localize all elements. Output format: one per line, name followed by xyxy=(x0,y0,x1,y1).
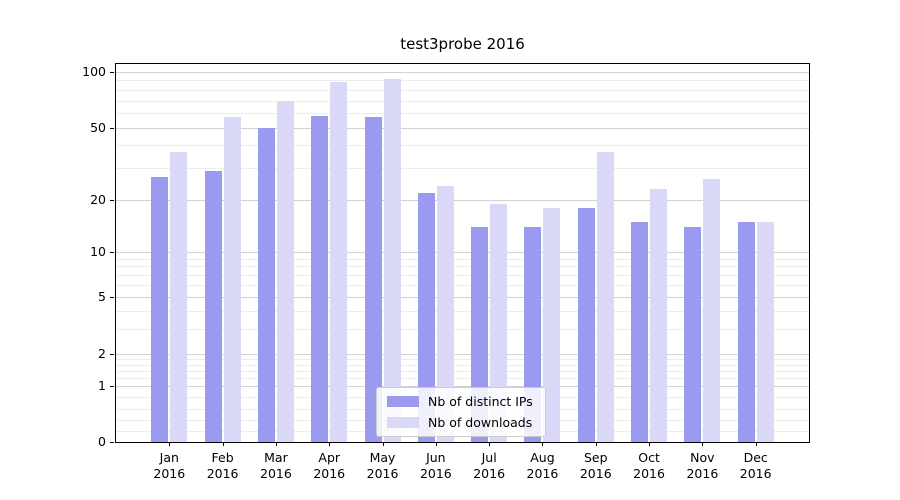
bar xyxy=(276,100,294,442)
y-tick-mark xyxy=(110,71,114,73)
y-tick-mark xyxy=(110,127,114,129)
major-gridline xyxy=(116,386,809,388)
x-tick-mark xyxy=(222,442,224,446)
y-tick-mark xyxy=(110,354,114,356)
x-tick-mark xyxy=(595,442,597,446)
minor-gridline xyxy=(116,89,809,91)
bar xyxy=(364,117,382,442)
bar xyxy=(703,179,721,442)
minor-gridline xyxy=(116,364,809,366)
minor-gridline xyxy=(116,310,809,312)
legend-swatch-distinct-ips xyxy=(387,396,419,407)
minor-gridline xyxy=(116,100,809,102)
major-gridline xyxy=(116,71,809,73)
y-tick-label: 0 xyxy=(98,434,106,449)
x-tick-mark xyxy=(542,442,544,446)
bar xyxy=(577,208,595,442)
major-gridline xyxy=(116,252,809,254)
legend: Nb of distinct IPs Nb of downloads xyxy=(376,387,546,437)
chart-title: test3probe 2016 xyxy=(400,35,525,53)
x-tick-label: Jun 2016 xyxy=(419,450,452,481)
x-tick-label: Jan 2016 xyxy=(153,450,186,481)
bar xyxy=(543,208,561,442)
y-tick-label: 50 xyxy=(90,119,106,135)
legend-label-downloads: Nb of downloads xyxy=(428,415,533,430)
bar xyxy=(436,185,454,442)
minor-gridline xyxy=(116,328,809,330)
minor-gridline xyxy=(116,266,809,268)
bar xyxy=(204,170,222,442)
bar xyxy=(684,226,702,442)
bar xyxy=(490,204,508,442)
x-tick-label: May 2016 xyxy=(366,450,399,481)
bar xyxy=(417,192,435,442)
major-gridline xyxy=(116,296,809,298)
x-tick-mark xyxy=(489,442,491,446)
legend-item-distinct-ips: Nb of distinct IPs xyxy=(387,394,535,409)
legend-item-downloads: Nb of downloads xyxy=(387,415,535,430)
bar xyxy=(223,117,241,442)
x-tick-mark xyxy=(649,442,651,446)
x-tick-mark xyxy=(435,442,437,446)
x-tick-mark xyxy=(382,442,384,446)
minor-gridline xyxy=(116,285,809,286)
legend-label-distinct-ips: Nb of distinct IPs xyxy=(428,394,533,409)
bar xyxy=(257,127,275,442)
major-gridline xyxy=(116,127,809,129)
x-tick-label: Feb 2016 xyxy=(206,450,239,481)
bar xyxy=(311,115,329,442)
x-tick-label: Apr 2016 xyxy=(313,450,346,481)
bar xyxy=(631,221,649,442)
bar xyxy=(650,189,668,442)
bar xyxy=(170,151,188,442)
x-tick-mark xyxy=(275,442,277,446)
y-tick-label: 2 xyxy=(98,346,106,362)
y-tick-mark xyxy=(110,200,114,202)
y-tick-label: 5 xyxy=(98,288,106,304)
bar xyxy=(383,78,401,442)
x-tick-label: Nov 2016 xyxy=(686,450,719,481)
x-tick-label: Jul 2016 xyxy=(473,450,506,481)
y-tick-mark xyxy=(110,296,114,298)
plot-area: Nb of distinct IPs Nb of downloads xyxy=(115,63,810,443)
x-tick-label: Sep 2016 xyxy=(579,450,612,481)
y-tick-label: 1 xyxy=(98,378,106,394)
x-tick-mark xyxy=(169,442,171,446)
major-gridline xyxy=(116,354,809,356)
bar xyxy=(756,221,774,442)
legend-swatch-downloads xyxy=(387,417,419,428)
minor-gridline xyxy=(116,359,809,361)
minor-gridline xyxy=(116,258,809,260)
minor-gridline xyxy=(116,145,809,147)
bar xyxy=(737,221,755,442)
x-tick-mark xyxy=(329,442,331,446)
x-tick-label: Aug 2016 xyxy=(526,450,559,481)
y-tick-mark xyxy=(110,442,114,443)
x-tick-label: Dec 2016 xyxy=(739,450,772,481)
major-gridline xyxy=(116,200,809,202)
minor-gridline xyxy=(116,113,809,114)
y-tick-mark xyxy=(110,386,114,388)
bar xyxy=(596,151,614,442)
y-tick-label: 10 xyxy=(90,244,106,260)
x-tick-label: Mar 2016 xyxy=(260,450,292,481)
minor-gridline xyxy=(116,275,809,277)
x-tick-mark xyxy=(755,442,757,446)
minor-gridline xyxy=(116,168,809,170)
minor-gridline xyxy=(116,370,809,372)
y-tick-mark xyxy=(110,252,114,254)
y-tick-label: 100 xyxy=(82,63,106,79)
minor-gridline xyxy=(116,80,809,82)
x-tick-mark xyxy=(702,442,704,446)
bar xyxy=(330,82,348,442)
y-tick-label: 20 xyxy=(90,192,106,208)
bar xyxy=(151,176,169,442)
minor-gridline xyxy=(116,377,809,379)
x-tick-label: Oct 2016 xyxy=(633,450,665,481)
